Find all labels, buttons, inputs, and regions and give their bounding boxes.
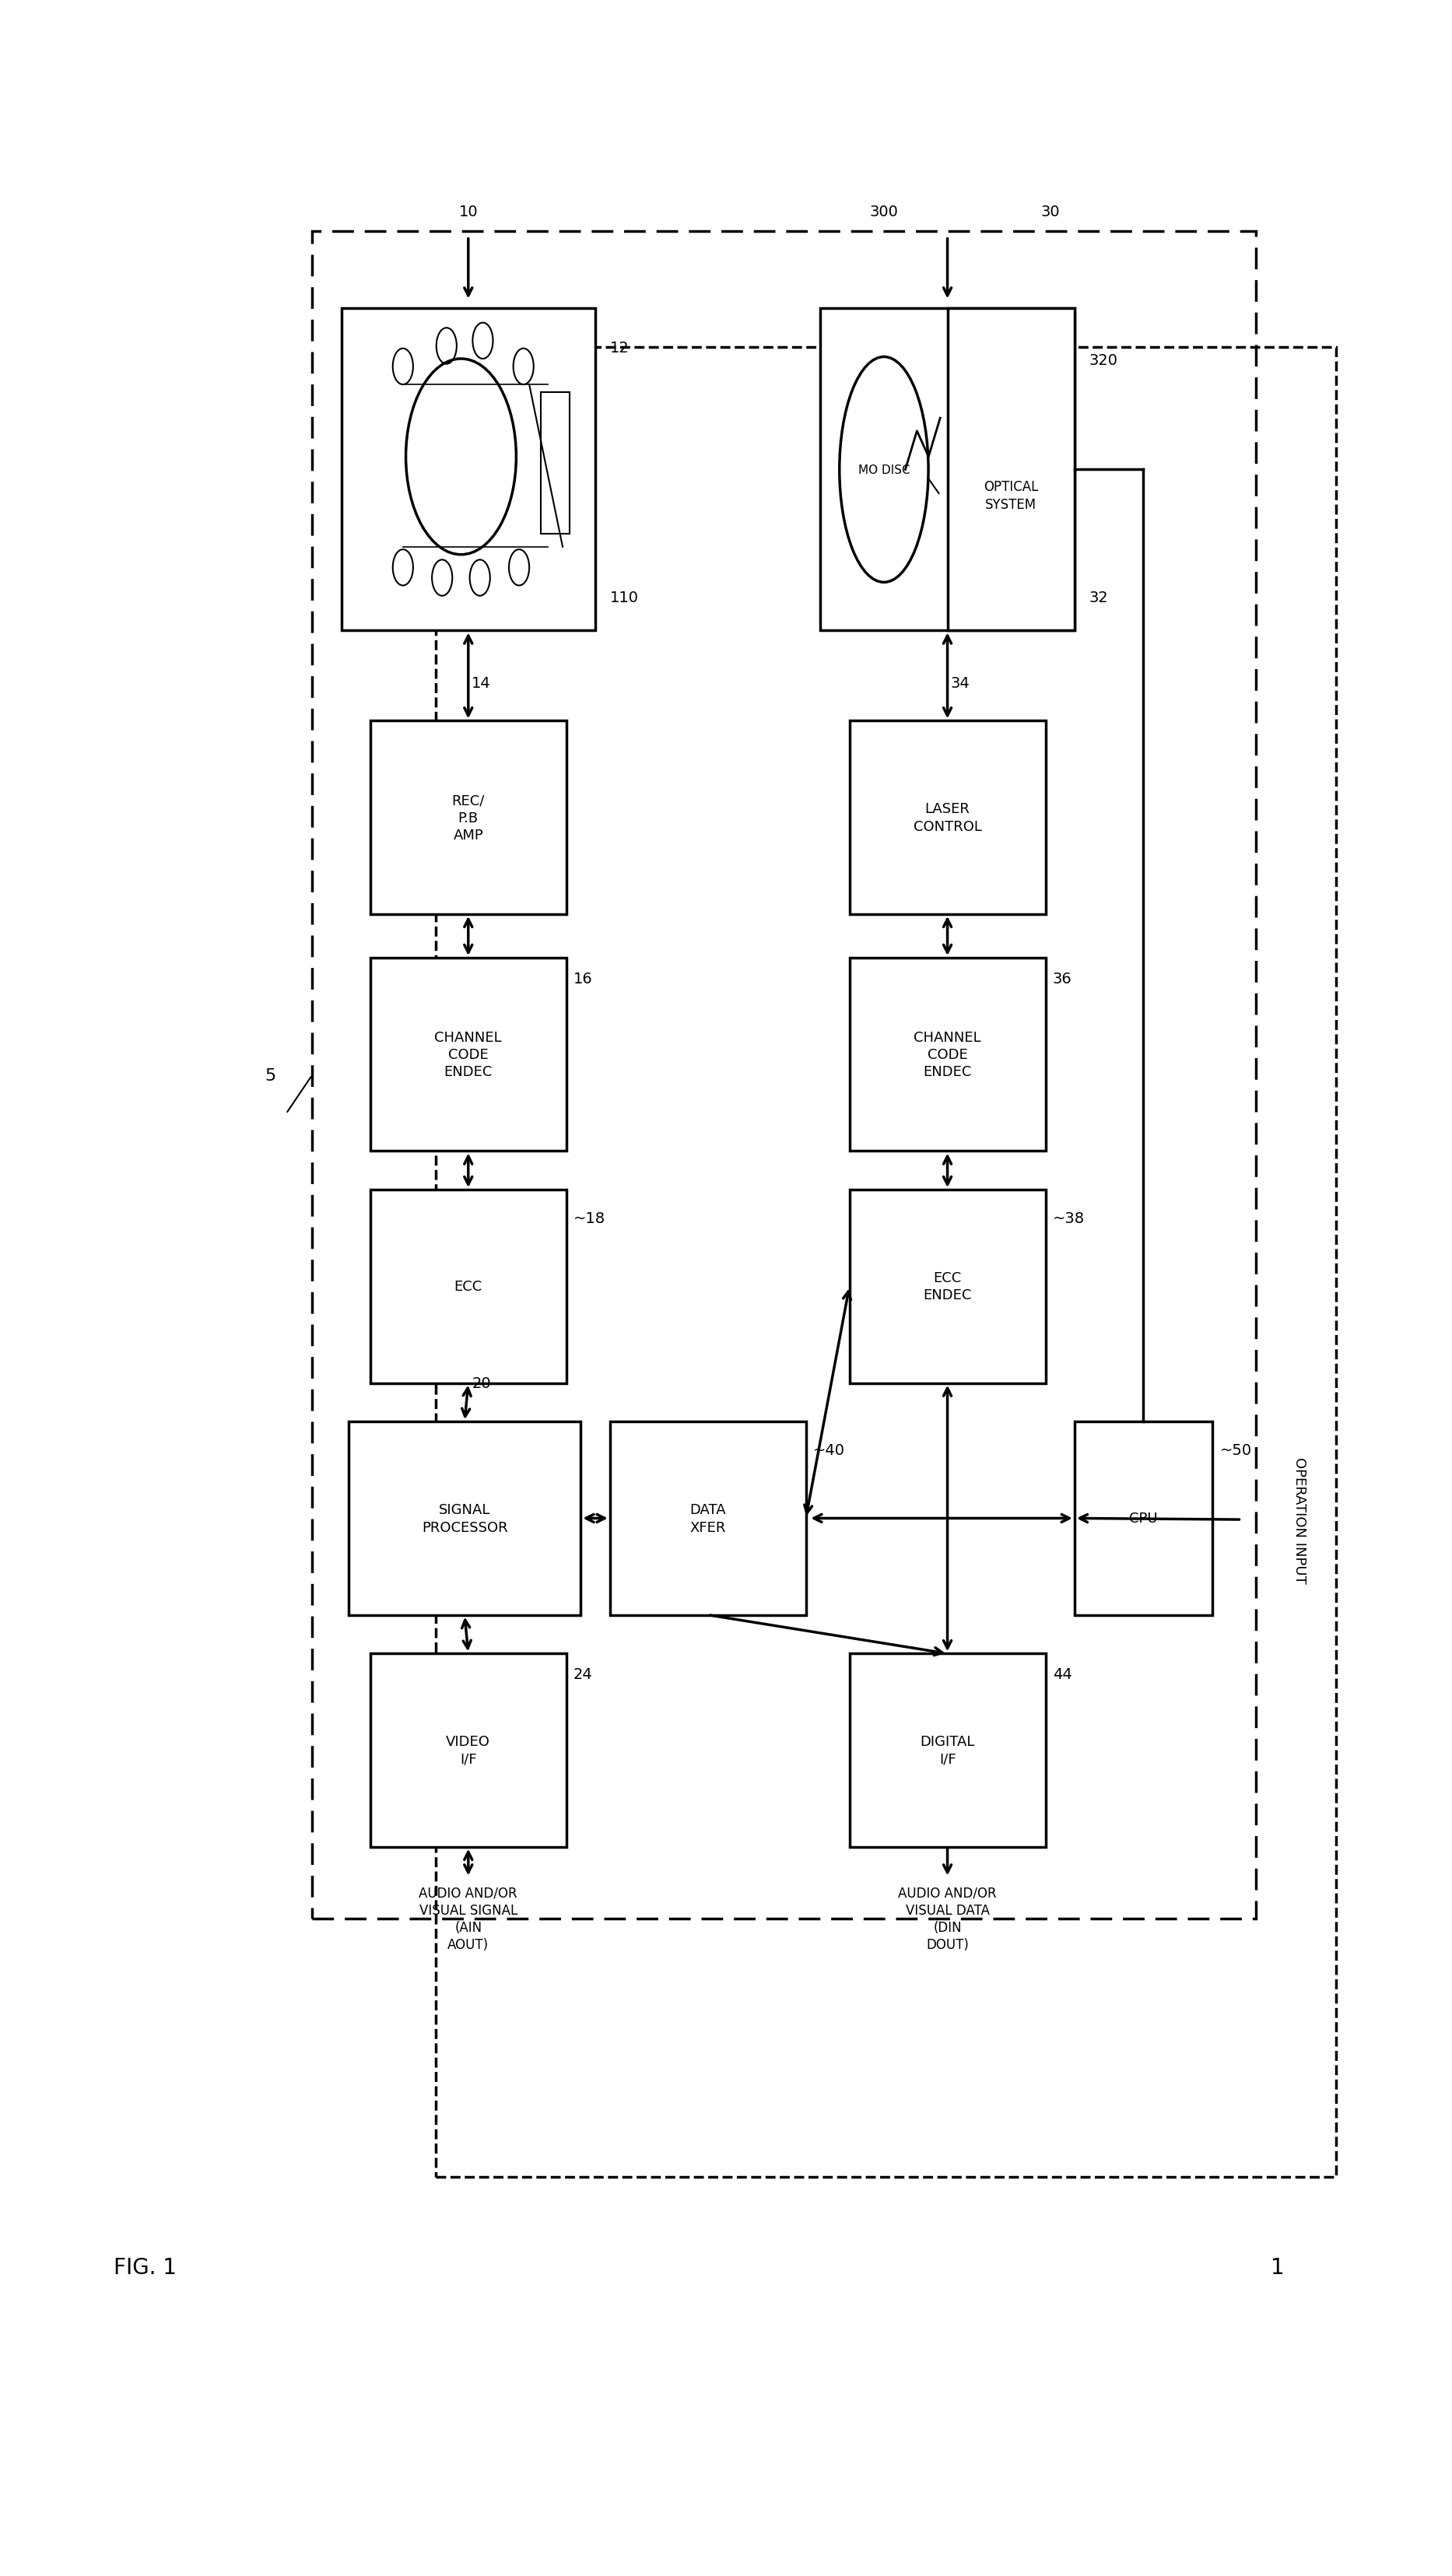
Text: 5: 5 (264, 1066, 276, 1084)
Bar (849, 1190, 1045, 1383)
Bar (1074, 1422, 1212, 1615)
Text: CHANNEL
CODE
ENDEC: CHANNEL CODE ENDEC (434, 1030, 502, 1079)
Text: AUDIO AND/OR
VISUAL SIGNAL
(AIN
AOUT): AUDIO AND/OR VISUAL SIGNAL (AIN AOUT) (420, 1886, 517, 1953)
Bar (312, 232, 1256, 1919)
Text: ECC
ENDEC: ECC ENDEC (923, 1270, 971, 1303)
Text: 36: 36 (1053, 971, 1072, 987)
Text: ~40: ~40 (813, 1443, 845, 1458)
Text: ~38: ~38 (1053, 1211, 1085, 1226)
Text: 34: 34 (950, 675, 970, 690)
Bar (370, 1190, 566, 1383)
Bar (348, 1422, 581, 1615)
Text: 16: 16 (574, 971, 592, 987)
Text: CHANNEL
CODE
ENDEC: CHANNEL CODE ENDEC (913, 1030, 982, 1079)
Bar (947, 309, 1074, 631)
Bar (849, 958, 1045, 1151)
Text: ~18: ~18 (574, 1211, 605, 1226)
Bar (849, 1654, 1045, 1847)
Text: 24: 24 (574, 1667, 592, 1682)
Text: FIG. 1: FIG. 1 (113, 2257, 177, 2277)
Text: 320: 320 (1089, 353, 1118, 368)
Ellipse shape (839, 358, 928, 582)
Text: OPERATION INPUT: OPERATION INPUT (1292, 1455, 1307, 1584)
Text: 20: 20 (472, 1376, 491, 1391)
Text: 300: 300 (870, 204, 899, 219)
Text: 10: 10 (459, 204, 478, 219)
Text: VIDEO
I/F: VIDEO I/F (446, 1734, 491, 1767)
Text: SIGNAL
PROCESSOR: SIGNAL PROCESSOR (421, 1502, 508, 1535)
Bar (540, 392, 569, 536)
Bar (341, 309, 595, 631)
Text: ~50: ~50 (1220, 1443, 1252, 1458)
Bar (849, 721, 1045, 914)
Text: CPU: CPU (1130, 1512, 1157, 1525)
Text: DIGITAL
I/F: DIGITAL I/F (921, 1734, 974, 1767)
Text: MO DISC: MO DISC (858, 464, 910, 477)
Text: 14: 14 (470, 675, 491, 690)
Text: OPTICAL
SYSTEM: OPTICAL SYSTEM (983, 479, 1038, 513)
Bar (370, 958, 566, 1151)
Text: 110: 110 (610, 590, 639, 605)
Text: REC/
P.B
AMP: REC/ P.B AMP (452, 793, 485, 842)
Bar (370, 1654, 566, 1847)
Text: 1: 1 (1270, 2257, 1285, 2277)
Text: ECC: ECC (454, 1280, 482, 1293)
Text: 30: 30 (1041, 204, 1060, 219)
Text: LASER
CONTROL: LASER CONTROL (913, 801, 982, 835)
Bar (370, 721, 566, 914)
Bar (610, 1422, 806, 1615)
Text: 12: 12 (610, 340, 629, 355)
Text: 32: 32 (1089, 590, 1108, 605)
Text: 44: 44 (1053, 1667, 1072, 1682)
Text: AUDIO AND/OR
VISUAL DATA
(DIN
DOUT): AUDIO AND/OR VISUAL DATA (DIN DOUT) (899, 1886, 996, 1953)
Text: DATA
XFER: DATA XFER (690, 1502, 726, 1535)
Bar (820, 309, 1074, 631)
